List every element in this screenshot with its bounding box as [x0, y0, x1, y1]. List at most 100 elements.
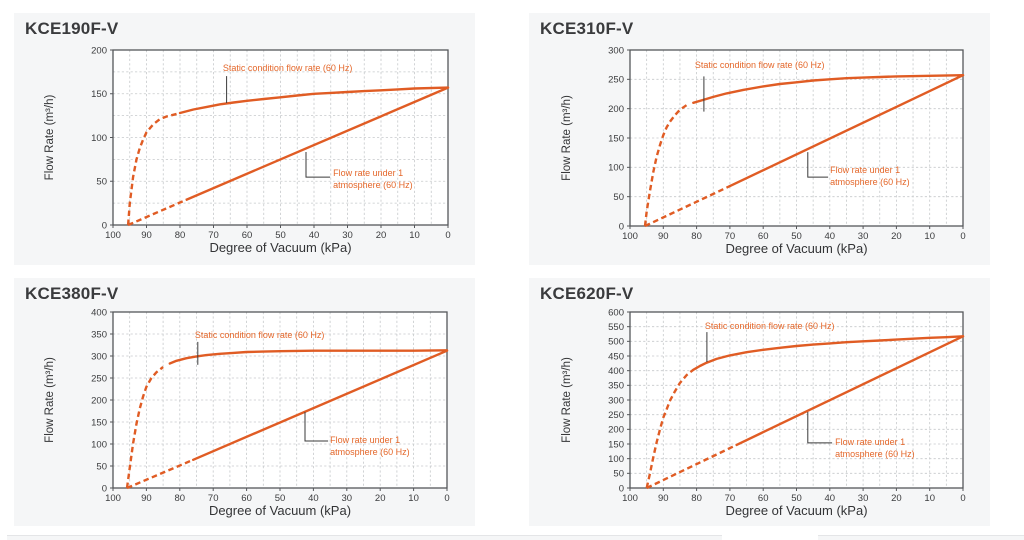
svg-text:80: 80: [175, 230, 186, 241]
svg-text:20: 20: [375, 493, 386, 504]
svg-text:50: 50: [613, 192, 624, 203]
svg-text:100: 100: [91, 133, 107, 144]
svg-text:100: 100: [608, 454, 624, 465]
svg-text:70: 70: [208, 493, 219, 504]
svg-text:Flow Rate (m³/h): Flow Rate (m³/h): [561, 95, 573, 181]
svg-text:60: 60: [758, 493, 769, 504]
svg-text:Flow Rate (m³/h): Flow Rate (m³/h): [44, 357, 56, 443]
svg-text:100: 100: [622, 231, 638, 242]
svg-text:500: 500: [608, 337, 624, 348]
next-section-strip-left: [7, 535, 722, 540]
svg-text:250: 250: [608, 75, 624, 86]
svg-text:100: 100: [105, 230, 121, 241]
flow-rate-chart-kce310fv: 100 90 80 70 60 50 40 30 20 10 0050100150200250300…: [561, 45, 966, 256]
svg-text:80: 80: [691, 493, 702, 504]
svg-text:150: 150: [608, 133, 624, 144]
svg-text:30: 30: [342, 230, 353, 241]
svg-text:100: 100: [622, 493, 638, 504]
svg-text:10: 10: [409, 230, 420, 241]
svg-text:40: 40: [825, 493, 836, 504]
svg-text:atmosphere (60 Hz): atmosphere (60 Hz): [333, 180, 413, 190]
svg-text:200: 200: [91, 45, 107, 56]
svg-text:Degree of Vacuum (kPa): Degree of Vacuum (kPa): [725, 503, 867, 518]
svg-text:30: 30: [858, 231, 869, 242]
svg-text:50: 50: [791, 493, 802, 504]
svg-text:40: 40: [308, 493, 319, 504]
svg-text:Static condition flow rate (60: Static condition flow rate (60 Hz): [223, 63, 353, 73]
svg-text:70: 70: [725, 493, 736, 504]
svg-text:300: 300: [91, 351, 107, 362]
svg-text:50: 50: [96, 177, 107, 188]
svg-text:0: 0: [445, 230, 450, 241]
chart-title: KCE620F-V: [540, 284, 634, 303]
flow-rate-chart-kce190fv: 100 90 80 70 60 50 40 30 20 10 0050100150200Degree…: [44, 45, 451, 255]
svg-text:0: 0: [619, 483, 624, 494]
svg-text:20: 20: [891, 231, 902, 242]
svg-text:90: 90: [658, 493, 669, 504]
svg-text:300: 300: [608, 45, 624, 56]
svg-text:400: 400: [608, 366, 624, 377]
svg-text:0: 0: [102, 220, 107, 231]
svg-text:550: 550: [608, 322, 624, 333]
svg-text:50: 50: [96, 461, 107, 472]
svg-text:200: 200: [608, 425, 624, 436]
svg-text:80: 80: [175, 493, 186, 504]
svg-text:Flow rate under 1: Flow rate under 1: [830, 165, 900, 175]
svg-text:30: 30: [342, 493, 353, 504]
svg-text:0: 0: [960, 493, 965, 504]
chart-panel-kce380fv: KCE380F-V 100 90 80 70 60 50 40 30 20 10 0 0 50 100 15…: [14, 278, 475, 526]
svg-text:Degree of Vacuum (kPa): Degree of Vacuum (kPa): [209, 503, 351, 518]
svg-text:30: 30: [858, 493, 869, 504]
svg-text:60: 60: [758, 231, 769, 242]
svg-text:50: 50: [275, 230, 286, 241]
svg-text:0: 0: [619, 221, 624, 232]
chart-title: KCE190F-V: [25, 19, 119, 38]
svg-text:10: 10: [924, 493, 935, 504]
svg-text:Static condition flow rate (60: Static condition flow rate (60 Hz): [195, 330, 325, 340]
svg-text:20: 20: [376, 230, 387, 241]
svg-text:atmosphere (60 Hz): atmosphere (60 Hz): [835, 449, 915, 459]
svg-text:250: 250: [608, 410, 624, 421]
svg-text:atmosphere (60 Hz): atmosphere (60 Hz): [330, 447, 410, 457]
svg-text:300: 300: [608, 395, 624, 406]
chart-title: KCE310F-V: [540, 19, 634, 38]
svg-text:50: 50: [275, 493, 286, 504]
svg-text:Static condition flow rate (60: Static condition flow rate (60 Hz): [695, 60, 825, 70]
svg-text:100: 100: [105, 493, 121, 504]
svg-text:0: 0: [444, 493, 449, 504]
svg-text:Flow Rate (m³/h): Flow Rate (m³/h): [44, 95, 56, 181]
svg-text:Degree of Vacuum (kPa): Degree of Vacuum (kPa): [209, 240, 351, 255]
flow-rate-chart-kce380fv: 100 90 80 70 60 50 40 30 20 10 0050100150200250300…: [44, 307, 450, 518]
svg-text:200: 200: [91, 395, 107, 406]
svg-text:150: 150: [91, 89, 107, 100]
chart-panel-kce190fv: KCE190F-V 100 90 80 70 60 50 40 30 20 10 0 0 50 100 15…: [14, 13, 475, 265]
svg-text:200: 200: [608, 104, 624, 115]
svg-text:Degree of Vacuum (kPa): Degree of Vacuum (kPa): [725, 241, 867, 256]
svg-text:70: 70: [208, 230, 219, 241]
svg-text:250: 250: [91, 373, 107, 384]
svg-text:50: 50: [791, 231, 802, 242]
chart-panel-kce310fv: KCE310F-V 100 90 80 70 60 50 40 30 20 10 0 0 50 100 15…: [529, 13, 990, 265]
next-section-strip-right: [818, 535, 1024, 540]
svg-text:90: 90: [658, 231, 669, 242]
svg-text:60: 60: [242, 230, 253, 241]
chart-panel-kce620fv: KCE620F-V 100 90 80 70 60 50 40 30 20 10 0 0 50 100 15…: [529, 278, 990, 526]
svg-text:Flow Rate (m³/h): Flow Rate (m³/h): [561, 357, 573, 443]
svg-text:600: 600: [608, 307, 624, 318]
svg-text:Static condition flow rate (60: Static condition flow rate (60 Hz): [705, 321, 835, 331]
svg-text:50: 50: [613, 469, 624, 480]
svg-text:20: 20: [891, 493, 902, 504]
svg-text:atmosphere (60 Hz): atmosphere (60 Hz): [830, 177, 910, 187]
svg-text:70: 70: [725, 231, 736, 242]
svg-text:10: 10: [408, 493, 419, 504]
svg-text:100: 100: [608, 163, 624, 174]
flow-rate-chart-kce620fv: 100 90 80 70 60 50 40 30 20 10 0050100150200250300…: [561, 307, 966, 518]
svg-text:10: 10: [924, 231, 935, 242]
svg-text:0: 0: [960, 231, 965, 242]
svg-text:150: 150: [91, 417, 107, 428]
svg-text:Flow rate under 1: Flow rate under 1: [333, 168, 403, 178]
chart-title: KCE380F-V: [25, 284, 119, 303]
svg-text:40: 40: [825, 231, 836, 242]
svg-text:90: 90: [141, 230, 152, 241]
